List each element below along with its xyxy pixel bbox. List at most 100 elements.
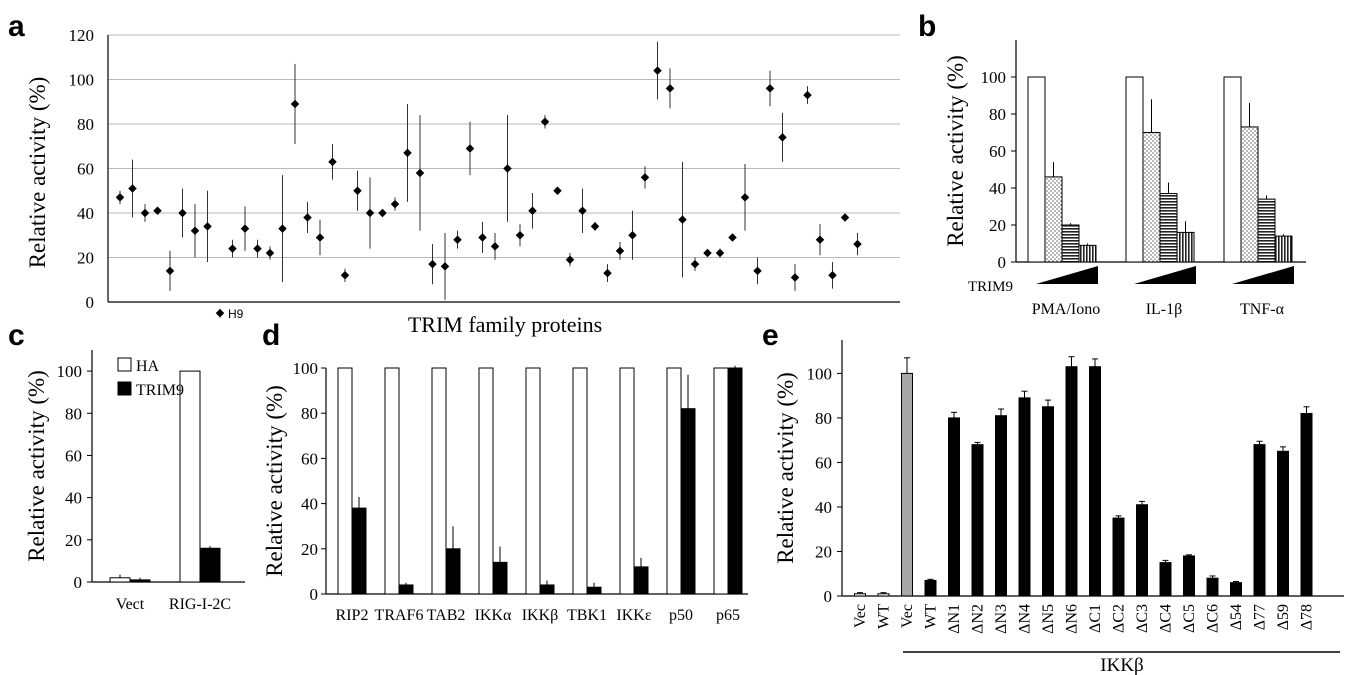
bar <box>877 593 890 597</box>
bar <box>1253 444 1266 597</box>
category-label: PMA/Iono <box>1032 301 1100 318</box>
category-label: Δ54 <box>1228 604 1245 630</box>
data-point <box>703 248 712 258</box>
bar <box>1277 450 1289 597</box>
data-point <box>165 266 175 276</box>
data-point <box>178 208 187 218</box>
data-point <box>115 193 125 202</box>
category-label: TAB2 <box>427 607 466 624</box>
data-point <box>578 206 587 216</box>
y-tick-label: 80 <box>65 404 82 423</box>
y-tick-label: 60 <box>815 453 832 472</box>
category-label: TBK1 <box>567 607 607 624</box>
dose-ramp-icon <box>1232 266 1294 284</box>
data-point <box>328 157 337 167</box>
data-point <box>765 84 775 93</box>
data-point <box>453 235 462 244</box>
category-label: ΔC6 <box>1205 604 1222 633</box>
y-tick-label: 20 <box>77 249 94 268</box>
data-point <box>603 268 612 278</box>
data-point <box>378 208 387 218</box>
bar <box>109 577 131 583</box>
dose-ramp-icon <box>1134 266 1196 284</box>
category-label: Δ78 <box>1299 604 1316 630</box>
data-point <box>490 242 500 251</box>
data-point <box>590 222 600 231</box>
bar <box>633 566 649 595</box>
category-label: ΔN3 <box>993 604 1010 634</box>
y-tick-label: 20 <box>301 540 318 559</box>
category-label: Δ59 <box>1275 604 1292 630</box>
y-tick-label: 0 <box>824 587 833 606</box>
data-point <box>278 224 287 233</box>
panel-b-letter: b <box>918 10 936 43</box>
y-tick-label: 20 <box>65 531 82 550</box>
data-point <box>753 266 762 276</box>
category-label: RIG-I-2C <box>169 596 231 613</box>
bar <box>971 444 984 597</box>
data-point <box>678 215 687 224</box>
legend-swatch <box>117 381 132 396</box>
y-tick-label: 120 <box>69 26 95 45</box>
category-label: p65 <box>716 607 740 624</box>
bar <box>1136 504 1148 597</box>
data-point <box>203 222 212 231</box>
data-point <box>228 244 237 253</box>
bar <box>1042 406 1054 597</box>
y-tick-label: 80 <box>301 404 318 423</box>
bar <box>1223 76 1242 263</box>
category-label: Vec <box>852 604 869 628</box>
bar <box>179 370 201 583</box>
y-axis-label: Relative activity (%) <box>24 370 49 562</box>
data-point <box>153 206 162 216</box>
category-label: ΔC4 <box>1158 604 1175 633</box>
group-label: IKKβ <box>1100 655 1143 675</box>
category-label: ΔN2 <box>970 604 987 634</box>
y-tick-label: 20 <box>815 542 832 561</box>
y-tick-label: 100 <box>293 359 319 378</box>
data-point <box>528 206 537 216</box>
data-point <box>628 231 637 240</box>
bar <box>199 547 221 583</box>
bar <box>1240 126 1259 263</box>
bar <box>1018 397 1031 597</box>
category-label: IKKβ <box>522 607 559 624</box>
panel-d-letter: d <box>262 319 280 352</box>
y-axis-label: Relative activity (%) <box>773 372 798 564</box>
y-tick-label: 80 <box>989 105 1006 124</box>
bar <box>351 507 367 595</box>
y-tick-label: 20 <box>989 216 1006 235</box>
data-point <box>253 244 262 253</box>
data-point <box>465 144 475 153</box>
data-point <box>190 226 200 236</box>
bar <box>1183 555 1195 597</box>
bar <box>1125 76 1144 263</box>
data-point <box>353 186 362 195</box>
y-tick-label: 80 <box>815 409 832 428</box>
legend-label: TRIM9 <box>136 382 184 399</box>
data-point <box>290 99 300 109</box>
y-tick-label: 0 <box>86 293 95 312</box>
data-point <box>778 133 787 142</box>
bar <box>1230 582 1242 597</box>
bar <box>586 586 602 595</box>
y-tick-label: 100 <box>69 71 95 90</box>
data-point <box>428 259 437 269</box>
category-label: IKKα <box>475 607 512 624</box>
category-label: TRAF6 <box>375 607 424 624</box>
panel-a-scatter-chart: 0 20 40 60 80 100 120 Relative activity (%) TRIM… <box>25 26 900 337</box>
category-label: Vect <box>116 596 145 613</box>
legend-label: HA <box>136 358 160 375</box>
bar <box>431 367 447 595</box>
bar <box>492 561 508 595</box>
bar <box>1142 132 1161 263</box>
y-tick-label: 100 <box>57 362 83 381</box>
data-point <box>553 186 562 195</box>
category-label: WT <box>923 604 940 629</box>
data-point <box>803 90 812 100</box>
category-label: Vec <box>899 604 916 628</box>
data-point <box>790 273 800 282</box>
bar <box>1257 198 1276 263</box>
data-point <box>265 248 275 258</box>
